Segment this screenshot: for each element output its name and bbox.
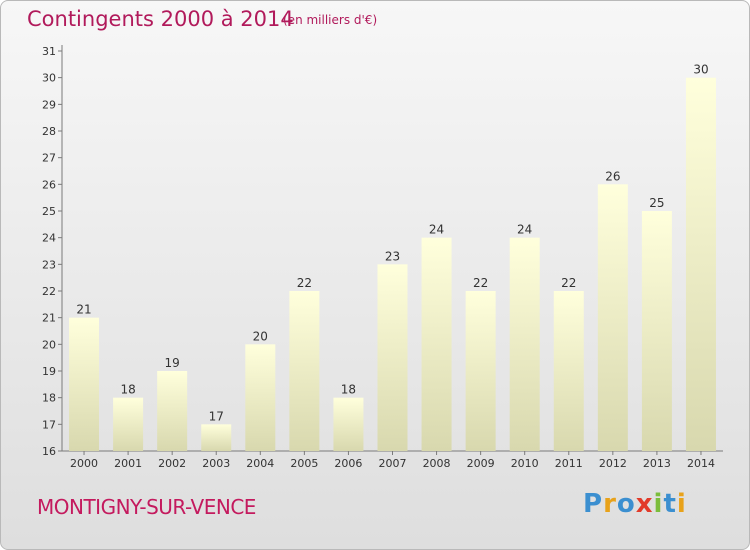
bar xyxy=(685,77,716,452)
y-tick-label: 21 xyxy=(42,312,56,325)
chart-title: Contingents 2000 à 2014 xyxy=(27,7,294,31)
x-tick-label: 2010 xyxy=(511,457,539,470)
y-tick-label: 28 xyxy=(42,125,56,138)
bar xyxy=(597,184,628,452)
data-label: 18 xyxy=(120,383,135,397)
bar xyxy=(509,237,540,451)
data-label: 25 xyxy=(649,196,664,210)
data-label: 17 xyxy=(209,409,224,423)
proxiti-logo: Proxiti xyxy=(583,489,687,519)
x-tick-label: 2011 xyxy=(555,457,583,470)
data-label: 24 xyxy=(429,223,444,237)
bar xyxy=(333,397,364,451)
data-label: 24 xyxy=(517,223,532,237)
y-tick-label: 29 xyxy=(42,98,56,111)
data-label: 22 xyxy=(473,276,488,290)
y-tick-label: 23 xyxy=(42,258,56,271)
bar xyxy=(553,291,584,451)
data-label: 21 xyxy=(76,303,91,317)
bar xyxy=(377,264,408,451)
y-tick-label: 24 xyxy=(42,232,56,245)
x-tick-label: 2013 xyxy=(643,457,671,470)
x-tick-label: 2001 xyxy=(114,457,142,470)
y-tick-label: 31 xyxy=(42,45,56,58)
bar xyxy=(245,344,276,451)
bar xyxy=(201,424,232,451)
y-tick-label: 18 xyxy=(42,392,56,405)
y-tick-label: 19 xyxy=(42,365,56,378)
x-tick-label: 2002 xyxy=(158,457,186,470)
x-tick-label: 2008 xyxy=(423,457,451,470)
bar xyxy=(113,397,144,451)
y-tick-label: 16 xyxy=(42,445,56,458)
y-tick-label: 20 xyxy=(42,338,56,351)
data-label: 20 xyxy=(253,329,268,343)
commune-name: MONTIGNY-SUR-VENCE xyxy=(37,495,256,519)
chart-subtitle: (en milliers d'€) xyxy=(283,13,378,27)
x-tick-label: 2005 xyxy=(290,457,318,470)
y-tick-label: 25 xyxy=(42,205,56,218)
data-label: 19 xyxy=(165,356,180,370)
x-tick-label: 2006 xyxy=(334,457,362,470)
bar xyxy=(289,291,320,451)
x-tick-label: 2004 xyxy=(246,457,274,470)
bar xyxy=(465,291,496,451)
y-tick-label: 17 xyxy=(42,418,56,431)
bar xyxy=(69,317,100,451)
y-tick-label: 26 xyxy=(42,178,56,191)
x-tick-label: 2012 xyxy=(599,457,627,470)
bar xyxy=(421,237,452,451)
data-label: 26 xyxy=(605,169,620,183)
x-tick-label: 2007 xyxy=(379,457,407,470)
bar xyxy=(157,371,188,451)
x-tick-label: 2000 xyxy=(70,457,98,470)
bar xyxy=(641,211,672,451)
x-tick-label: 2009 xyxy=(467,457,495,470)
data-label: 30 xyxy=(693,63,708,77)
data-label: 22 xyxy=(561,276,576,290)
data-label: 22 xyxy=(297,276,312,290)
y-tick-label: 27 xyxy=(42,152,56,165)
x-tick-label: 2003 xyxy=(202,457,230,470)
data-label: 23 xyxy=(385,249,400,263)
data-label: 18 xyxy=(341,383,356,397)
y-tick-label: 22 xyxy=(42,285,56,298)
x-tick-label: 2014 xyxy=(687,457,715,470)
y-tick-label: 30 xyxy=(42,72,56,85)
